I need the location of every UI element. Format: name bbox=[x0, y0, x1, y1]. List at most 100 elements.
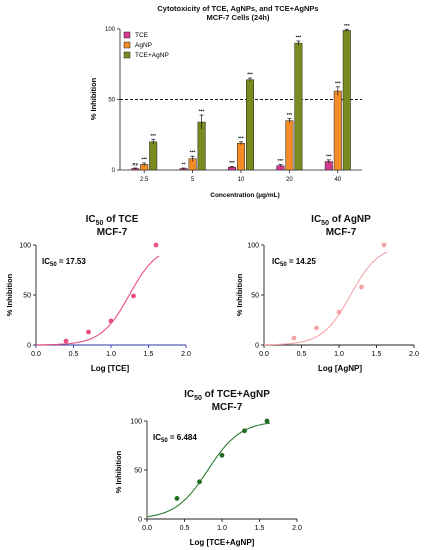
significance-label: *** bbox=[278, 158, 284, 164]
significance-label: *** bbox=[190, 150, 196, 156]
bar-x-tick-label: 40 bbox=[334, 177, 341, 183]
ic50-tce-annotation: IC50 = 17.53 bbox=[42, 257, 86, 268]
ic50-tce-subtitle: MCF-7 bbox=[97, 227, 128, 238]
bar-y-tick-label: 50 bbox=[108, 98, 115, 104]
bar-y-tick-label: 100 bbox=[105, 27, 116, 33]
bar-chart-subtitle: MCF-7 Cells (24h) bbox=[207, 13, 270, 22]
x-tick-label: 0.0 bbox=[142, 525, 152, 532]
data-point bbox=[108, 318, 114, 324]
significance-label: *** bbox=[287, 112, 293, 118]
data-point bbox=[197, 479, 202, 485]
y-tick-label: 0 bbox=[255, 343, 259, 350]
fit-curve bbox=[35, 255, 160, 346]
ic50-combo-annotation-rest: = 6.484 bbox=[168, 433, 198, 442]
significance-label: *** bbox=[238, 135, 244, 141]
y-tick-label: 100 bbox=[19, 243, 31, 250]
x-tick-label: 0.5 bbox=[297, 351, 307, 358]
bar-x-tick-label: 10 bbox=[238, 177, 245, 183]
ic50-combo-annotation-sub: 50 bbox=[161, 438, 168, 444]
data-point bbox=[314, 325, 319, 331]
bar-y-axis-label: % Inhibition bbox=[89, 77, 98, 120]
y-tick-label: 100 bbox=[130, 419, 142, 426]
significance-label: *** bbox=[296, 34, 302, 40]
significance-label: *** bbox=[199, 109, 205, 115]
y-tick-label: 0 bbox=[138, 517, 142, 524]
fit-curve bbox=[146, 422, 271, 518]
data-point bbox=[291, 335, 297, 341]
ic50-agnp-annotation-sub: 50 bbox=[280, 262, 287, 268]
ic50-tce-annotation-rest: = 17.53 bbox=[57, 257, 87, 266]
y-tick-label: 50 bbox=[134, 468, 142, 475]
x-tick-label: 1.5 bbox=[144, 351, 154, 358]
ic50-tce-marks: 0 50 100 0.0 0.5 1.0 1.5 2.0 bbox=[19, 243, 191, 359]
y-tick-label: 0 bbox=[27, 343, 31, 350]
legend-label: TCE bbox=[135, 32, 149, 39]
ic50-tce-y-axis-label: % Inhibition bbox=[5, 273, 14, 316]
bar-tick-labels: 0501002.5ns******5********10*********20*… bbox=[105, 23, 350, 183]
x-tick-label: 1.0 bbox=[217, 525, 227, 532]
x-tick-label: 2.0 bbox=[409, 351, 419, 358]
data-point bbox=[264, 418, 270, 424]
bar bbox=[294, 42, 303, 171]
significance-label: *** bbox=[344, 23, 350, 29]
bar bbox=[285, 120, 294, 171]
ic50-tce-title-rest: of TCE bbox=[103, 214, 138, 225]
ic50-agnp-annotation-rest: = 14.25 bbox=[287, 257, 317, 266]
x-tick-label: 1.5 bbox=[255, 525, 265, 532]
ic50-combo-annotation: IC50 = 6.484 bbox=[153, 433, 197, 444]
x-tick-label: 0.0 bbox=[31, 351, 41, 358]
legend-swatch bbox=[123, 51, 131, 59]
y-tick-label: 50 bbox=[251, 293, 259, 300]
ic50-agnp-annotation-main: IC bbox=[272, 257, 280, 266]
x-tick-label: 1.0 bbox=[334, 351, 344, 358]
data-point bbox=[153, 242, 159, 248]
significance-label: *** bbox=[326, 153, 332, 159]
ic50-tce-title: IC50 of TCE bbox=[86, 214, 139, 227]
ic50-agnp-title-sub: 50 bbox=[321, 220, 329, 227]
ic50-tce-title-sub: 50 bbox=[96, 220, 104, 227]
bar bbox=[333, 90, 342, 171]
ic50-combo-panel: IC50 of TCE+AgNP MCF-7 IC50 = 6.484 % In… bbox=[114, 389, 302, 547]
legend-swatch bbox=[123, 41, 131, 49]
significance-label: *** bbox=[229, 160, 235, 166]
ic50-agnp-y-axis-label: % Inhibition bbox=[235, 273, 244, 316]
bar bbox=[246, 79, 254, 171]
ic50-tce-annotation-main: IC bbox=[42, 257, 50, 266]
ic50-tce-annotation-sub: 50 bbox=[50, 262, 57, 268]
data-point bbox=[63, 338, 69, 344]
x-tick-label: 1.0 bbox=[106, 351, 116, 358]
bar-legend: TCE AgNP TCE+AgNP bbox=[123, 31, 169, 59]
data-point bbox=[336, 309, 342, 315]
significance-label: ns bbox=[132, 163, 138, 168]
x-tick-label: 0.5 bbox=[69, 351, 79, 358]
ic50-combo-title: IC50 of TCE+AgNP bbox=[184, 389, 270, 402]
bar-x-tick-label: 5 bbox=[191, 177, 195, 183]
ic50-agnp-title-main: IC bbox=[311, 214, 321, 225]
y-tick-label: 50 bbox=[23, 293, 31, 300]
ic50-agnp-title-rest: of AgNP bbox=[329, 214, 371, 225]
significance-label: *** bbox=[335, 80, 341, 86]
significance-label: *** bbox=[150, 133, 156, 139]
ic50-agnp-title: IC50 of AgNP bbox=[311, 214, 371, 227]
ic50-tce-panel: IC50 of TCE MCF-7 IC50 = 17.53 % Inhibit… bbox=[5, 214, 191, 373]
data-point bbox=[381, 242, 387, 248]
ic50-combo-annotation-main: IC bbox=[153, 433, 161, 442]
bar-x-axis-label: Concentration (µg/mL) bbox=[210, 192, 279, 199]
ic50-combo-subtitle: MCF-7 bbox=[212, 402, 243, 413]
bar-y-tick-label: 0 bbox=[112, 168, 116, 174]
bar-chart-panel: Cytotoxicity of TCE, AgNPs, and TCE+AgNP… bbox=[89, 4, 362, 199]
legend-swatch bbox=[123, 31, 131, 39]
x-tick-label: 1.5 bbox=[372, 351, 382, 358]
bar-marks bbox=[117, 28, 362, 173]
bar bbox=[197, 121, 206, 171]
significance-label: *** bbox=[247, 72, 253, 78]
ic50-combo-y-axis-label: % Inhibition bbox=[114, 450, 123, 493]
x-tick-label: 0.5 bbox=[180, 525, 190, 532]
ic50-combo-x-axis-label: Log [TCE+AgNP] bbox=[190, 538, 255, 547]
x-tick-label: 0.0 bbox=[259, 351, 269, 358]
ic50-agnp-panel: IC50 of AgNP MCF-7 IC50 = 14.25 % Inhibi… bbox=[235, 214, 419, 373]
data-point bbox=[242, 428, 247, 434]
legend-label: AgNP bbox=[135, 42, 152, 49]
ic50-agnp-subtitle: MCF-7 bbox=[326, 227, 357, 238]
